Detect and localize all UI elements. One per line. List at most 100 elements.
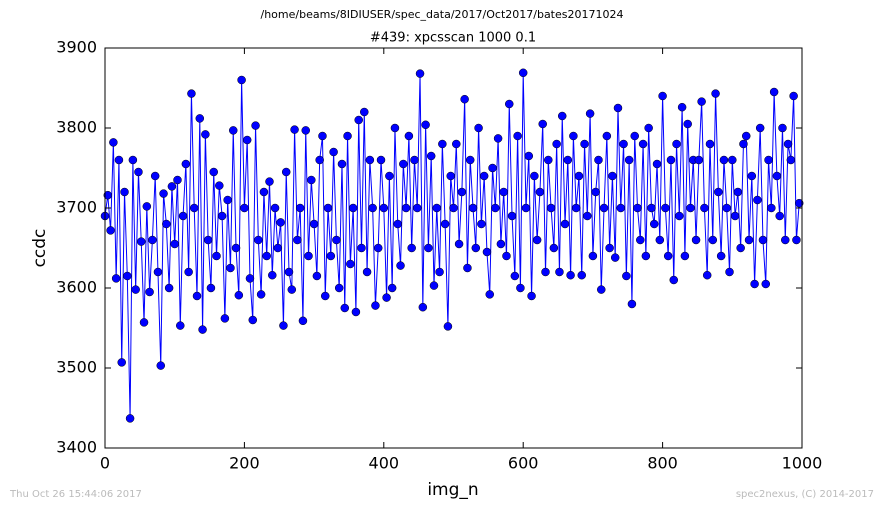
data-point bbox=[170, 239, 179, 249]
data-point bbox=[538, 119, 547, 129]
data-point bbox=[262, 251, 271, 261]
data-point bbox=[627, 299, 637, 309]
data-point bbox=[521, 203, 531, 213]
chart-title: #439: xpcsscan 1000 0.1 bbox=[370, 31, 536, 46]
y-tick-label: 3400 bbox=[56, 438, 97, 457]
data-point bbox=[192, 291, 202, 301]
data-point bbox=[426, 151, 436, 161]
data-point bbox=[351, 307, 361, 317]
data-point bbox=[281, 167, 291, 177]
data-point bbox=[641, 251, 651, 261]
data-point bbox=[680, 251, 690, 261]
data-point bbox=[482, 247, 492, 257]
suptitle: /home/beams/8IDIUSER/spec_data/2017/Oct2… bbox=[261, 8, 624, 21]
data-point bbox=[248, 315, 258, 325]
data-point bbox=[460, 94, 469, 104]
data-point bbox=[357, 243, 366, 253]
data-point bbox=[725, 267, 734, 277]
data-point bbox=[203, 235, 213, 245]
y-tick-label: 3500 bbox=[56, 358, 97, 377]
data-point bbox=[443, 322, 453, 331]
data-point bbox=[240, 203, 249, 213]
data-point bbox=[164, 283, 174, 293]
data-point bbox=[638, 139, 648, 149]
data-point bbox=[479, 171, 489, 181]
data-point bbox=[546, 203, 556, 213]
data-point bbox=[438, 139, 447, 149]
data-point bbox=[669, 275, 679, 285]
data-point bbox=[368, 203, 377, 213]
data-point bbox=[178, 211, 188, 221]
data-point bbox=[722, 203, 731, 213]
data-point bbox=[700, 203, 709, 213]
data-point bbox=[362, 267, 372, 277]
data-point bbox=[421, 120, 430, 130]
y-tick-label: 3800 bbox=[56, 118, 97, 137]
data-point bbox=[228, 126, 238, 135]
data-point bbox=[117, 358, 126, 367]
data-point bbox=[217, 211, 227, 221]
data-point bbox=[491, 203, 500, 213]
data-point bbox=[702, 270, 712, 280]
data-point bbox=[594, 155, 603, 165]
data-point bbox=[187, 89, 196, 98]
data-point bbox=[407, 243, 416, 253]
data-point bbox=[661, 203, 670, 213]
data-point bbox=[649, 219, 659, 229]
data-point bbox=[750, 279, 759, 289]
data-point bbox=[566, 270, 575, 280]
data-point bbox=[321, 291, 330, 301]
data-point bbox=[655, 235, 665, 245]
data-point bbox=[390, 123, 400, 133]
data-point bbox=[697, 97, 706, 106]
data-point bbox=[435, 267, 444, 277]
data-point bbox=[652, 159, 662, 169]
data-point bbox=[139, 318, 149, 327]
data-point bbox=[295, 203, 305, 213]
data-point bbox=[658, 91, 667, 101]
data-point bbox=[571, 203, 581, 213]
data-point bbox=[739, 139, 748, 149]
data-point bbox=[449, 203, 458, 213]
data-point bbox=[424, 243, 433, 253]
data-point bbox=[580, 139, 589, 149]
data-point bbox=[111, 274, 121, 283]
series-line bbox=[104, 72, 800, 419]
data-point bbox=[747, 171, 757, 181]
data-point bbox=[209, 167, 218, 177]
data-point bbox=[781, 235, 790, 245]
data-point bbox=[231, 243, 241, 253]
data-point bbox=[794, 198, 804, 208]
data-point bbox=[284, 267, 294, 277]
data-point bbox=[761, 279, 771, 289]
data-point bbox=[120, 187, 129, 197]
data-point bbox=[633, 203, 642, 213]
data-point bbox=[755, 123, 765, 133]
data-point bbox=[337, 159, 347, 169]
data-point bbox=[387, 283, 397, 293]
data-point bbox=[329, 147, 338, 157]
data-point bbox=[432, 203, 442, 213]
data-point bbox=[373, 243, 383, 253]
data-point bbox=[535, 187, 545, 197]
data-point bbox=[365, 155, 375, 165]
data-point bbox=[591, 187, 600, 197]
data-point bbox=[382, 293, 391, 302]
data-point bbox=[733, 187, 743, 197]
data-point bbox=[173, 175, 182, 185]
data-point bbox=[109, 138, 118, 147]
data-point bbox=[148, 235, 157, 245]
y-axis-label: ccdc bbox=[30, 229, 50, 268]
data-point bbox=[516, 283, 525, 293]
data-point bbox=[772, 171, 782, 181]
data-point bbox=[270, 203, 280, 213]
data-point bbox=[663, 251, 673, 261]
data-point bbox=[557, 111, 567, 121]
data-point bbox=[259, 187, 269, 197]
data-point bbox=[142, 202, 152, 211]
data-point bbox=[315, 155, 324, 165]
x-tick-label: 1000 bbox=[782, 454, 823, 473]
data-point bbox=[134, 167, 143, 177]
data-point bbox=[753, 195, 762, 205]
data-point bbox=[103, 190, 113, 200]
